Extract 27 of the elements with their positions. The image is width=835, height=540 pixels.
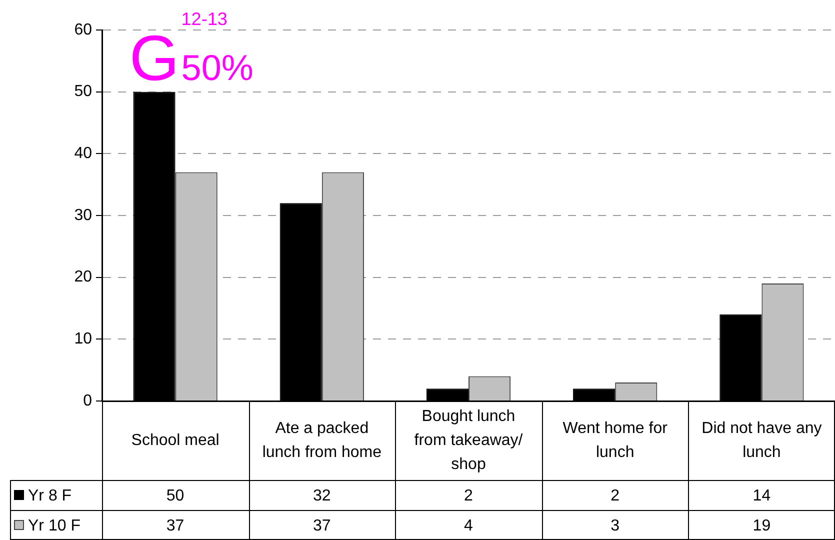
y-tick-label: 40 — [74, 145, 92, 162]
annotation: G — [129, 22, 180, 94]
annotation: 50% — [181, 46, 254, 88]
data-label: 2 — [464, 487, 474, 504]
data-label: 3 — [610, 517, 620, 534]
y-tick-label: 20 — [74, 268, 92, 286]
data-label: 4 — [464, 517, 474, 534]
data-label: 37 — [166, 517, 184, 534]
y-tick-label: 60 — [74, 21, 92, 38]
y-tick-label: 30 — [74, 206, 92, 224]
x-tick-label: School meal — [131, 432, 220, 449]
x-tick-label: Went home for lunch — [562, 420, 668, 461]
text: 12-13 — [181, 8, 228, 29]
y-tick-label: 0 — [83, 392, 92, 410]
data-label: 2 — [610, 487, 620, 504]
data-label: 14 — [752, 487, 771, 504]
x-tick-label: Did not have any lunch — [702, 420, 822, 461]
x-tick-label: Ate a packed lunch from home — [262, 420, 382, 461]
data-label: 32 — [313, 487, 331, 504]
y-tick-label: 50 — [74, 83, 92, 100]
legend-label: Yr 8 F — [28, 487, 72, 504]
x-tick-label: Bought lunch from takeaway/ shop — [414, 408, 524, 473]
data-label: 19 — [752, 517, 771, 534]
data-label: 50 — [166, 487, 184, 504]
y-tick-label: 10 — [74, 330, 92, 348]
data-label: 37 — [313, 517, 331, 534]
legend-label: Yr 10 F — [28, 517, 81, 534]
